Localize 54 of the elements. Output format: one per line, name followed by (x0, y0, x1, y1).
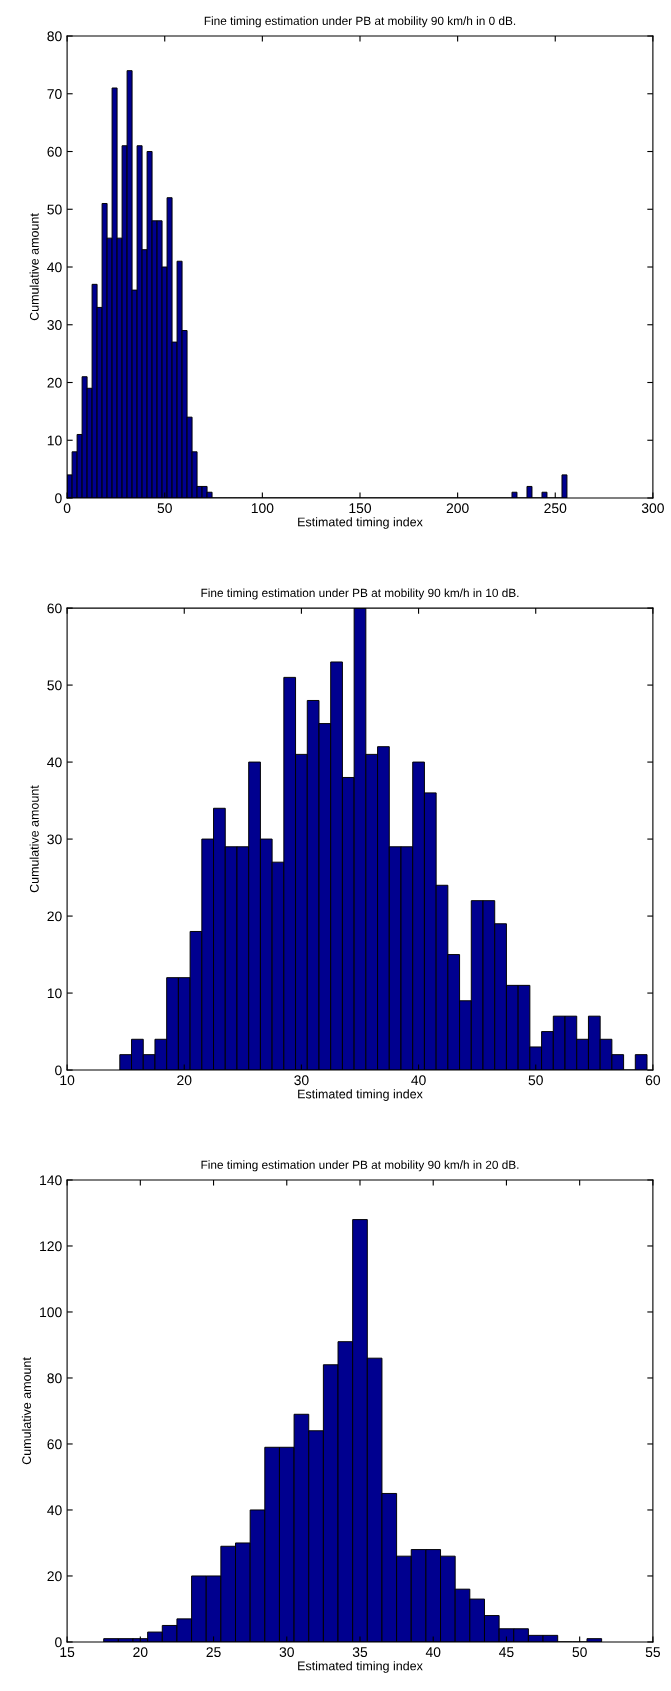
x-tick-label: 15 (60, 1647, 75, 1658)
x-tick-label: 40 (425, 1647, 441, 1658)
y-tick-label: 20 (47, 911, 62, 922)
y-tick-label: 100 (40, 1307, 62, 1318)
y-tick-label: 70 (47, 89, 62, 99)
x-tick-label: 35 (352, 1647, 368, 1658)
y-tick-label: 60 (47, 146, 62, 157)
x-axis-title: Estimated timing index (298, 517, 423, 529)
x-tick-label: 45 (499, 1647, 514, 1658)
x-tick-label: 20 (133, 1647, 148, 1658)
x-tick-label: 60 (645, 1075, 661, 1086)
x-tick-label: 50 (157, 503, 172, 514)
y-tick-label: 20 (47, 377, 62, 388)
y-tick-label: 40 (47, 757, 62, 768)
x-tick-label: 0 (63, 503, 71, 514)
chart-title: Fine timing estimation under PB at mobility 90 km/h in 20 dB. (201, 1160, 519, 1172)
y-tick-label: 20 (47, 1571, 62, 1582)
y-tick-label: 0 (55, 1637, 62, 1648)
x-tick-label: 250 (544, 503, 567, 514)
x-tick-label: 30 (294, 1075, 309, 1086)
x-tick-label: 100 (251, 503, 274, 514)
y-tick-label: 10 (47, 988, 62, 999)
y-tick-label: 60 (47, 603, 62, 614)
x-tick-label: 30 (279, 1647, 294, 1658)
chart-title: Fine timing estimation under PB at mobility 90 km/h in 0 dB. (204, 16, 516, 28)
y-axis-title: Cumulative amount (29, 213, 39, 321)
y-tick-label: 30 (47, 320, 62, 330)
y-tick-label: 40 (47, 262, 62, 273)
x-axis-title: Estimated timing index (298, 1089, 423, 1101)
x-tick-label: 40 (411, 1075, 426, 1086)
chart-title: Fine timing estimation under PB at mobility 90 km/h in 10 dB. (201, 588, 519, 600)
x-tick-label: 50 (572, 1647, 587, 1658)
x-tick-label: 25 (206, 1647, 221, 1658)
y-tick-label: 50 (47, 680, 62, 691)
x-tick-label: 300 (641, 503, 664, 514)
y-axis-title: Cumulative amount (21, 1357, 32, 1465)
y-tick-label: 0 (55, 493, 62, 504)
x-tick-label: 50 (528, 1075, 543, 1086)
y-tick-label: 0 (55, 1065, 62, 1076)
x-tick-label: 20 (177, 1075, 192, 1086)
y-tick-label: 10 (47, 435, 62, 446)
x-tick-label: 55 (645, 1647, 661, 1658)
y-tick-label: 40 (47, 1505, 62, 1516)
y-axis-title: Cumulative amount (29, 785, 39, 893)
x-axis-title: Estimated timing index (298, 1661, 423, 1673)
y-tick-label: 120 (40, 1241, 62, 1252)
y-tick-label: 140 (40, 1175, 62, 1186)
y-tick-label: 30 (47, 834, 62, 845)
x-tick-label: 150 (349, 503, 372, 514)
y-tick-label: 60 (47, 1439, 62, 1450)
y-tick-label: 80 (47, 31, 62, 42)
x-tick-label: 200 (446, 503, 469, 514)
y-tick-label: 50 (47, 204, 62, 215)
y-tick-label: 80 (47, 1373, 62, 1384)
